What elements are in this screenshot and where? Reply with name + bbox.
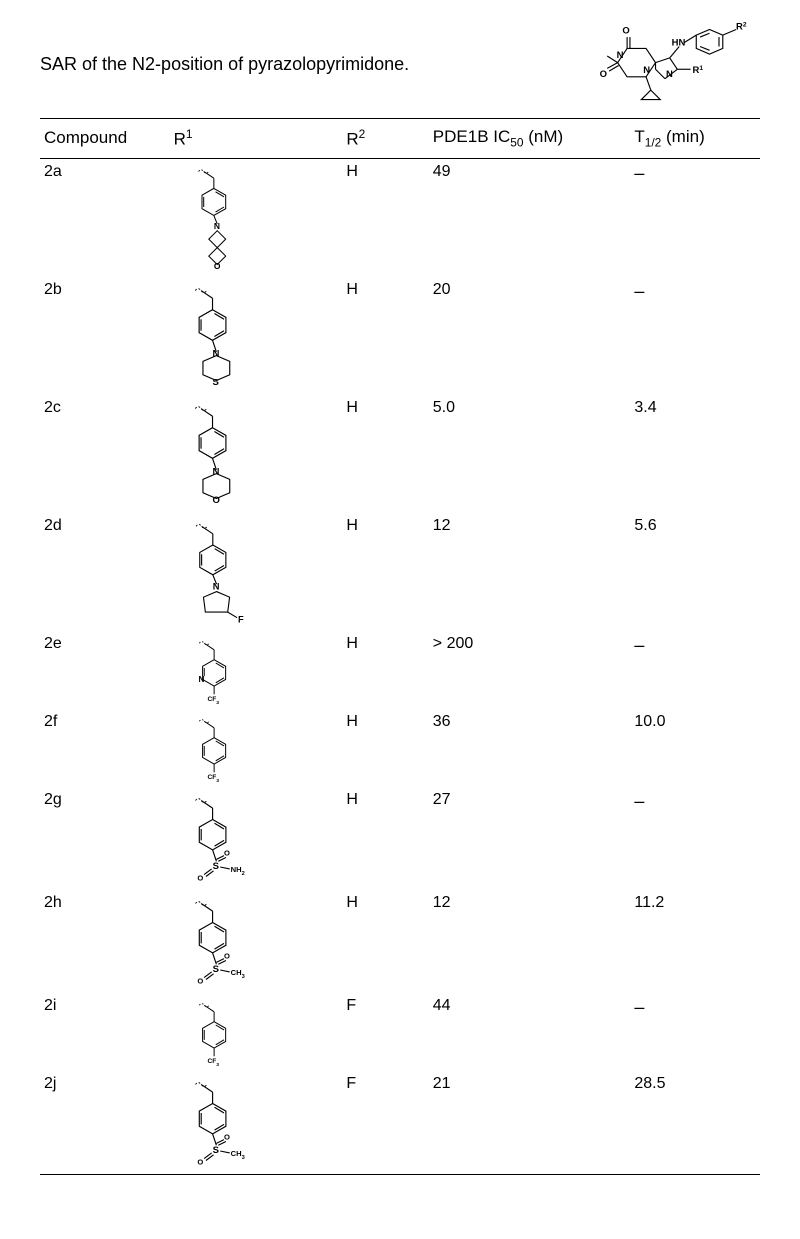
cell-t12: – — [630, 277, 760, 395]
cell-ic50: 5.0 — [429, 395, 631, 513]
svg-text:O: O — [622, 25, 629, 36]
table-row: 2dbenzyl-4-(3-fluoropyrrolidin-1-yl) H125… — [40, 513, 760, 631]
r1-structure-icon: 4-(methylsulfonyl)-benzyl — [174, 894, 274, 989]
r1-structure-icon: 4-sulfamoyl-benzyl — [174, 791, 274, 886]
cell-t12: – — [630, 158, 760, 277]
cell-r2: H — [342, 631, 428, 709]
cell-ic50: 44 — [429, 993, 631, 1071]
cell-r1-structure: (6-CF3-pyridin-3-yl)methyl — [170, 631, 343, 709]
cell-compound: 2e — [40, 631, 170, 709]
cell-r2: F — [342, 993, 428, 1071]
cell-r2: H — [342, 709, 428, 787]
col-compound: Compound — [40, 119, 170, 159]
cell-r1-structure: 4-CF3-benzyl — [170, 709, 343, 787]
cell-r2: H — [342, 158, 428, 277]
r1-structure-icon: benzyl-4-morpholino — [174, 399, 274, 509]
cell-ic50: 49 — [429, 158, 631, 277]
scaffold-structure: O O HN N N N R1 R2 — [570, 20, 760, 110]
cell-r2: H — [342, 890, 428, 993]
cell-ic50: > 200 — [429, 631, 631, 709]
cell-ic50: 27 — [429, 787, 631, 890]
r1-structure-icon: benzyl-4-(3-fluoropyrrolidin-1-yl) — [174, 517, 274, 627]
table-row: 2j4-(methylsulfonyl)-benzyl F2128.5 — [40, 1071, 760, 1175]
table-body: 2abenzyl-4-(2-oxa-6-azaspiro[3.3]heptan-… — [40, 158, 760, 1174]
cell-t12: 3.4 — [630, 395, 760, 513]
cell-ic50: 20 — [429, 277, 631, 395]
svg-text:R1: R1 — [692, 65, 703, 77]
r1-structure-icon: 4-(methylsulfonyl)-benzyl — [174, 1075, 274, 1170]
table-caption: SAR of the N2-position of pyrazolopyrimi… — [40, 53, 570, 76]
cell-t12: 11.2 — [630, 890, 760, 993]
cell-ic50: 36 — [429, 709, 631, 787]
cell-ic50: 12 — [429, 890, 631, 993]
svg-text:O: O — [600, 69, 607, 80]
r1-structure-icon: benzyl-4-thiomorpholino — [174, 281, 274, 391]
cell-compound: 2i — [40, 993, 170, 1071]
r1-structure-icon: 4-CF3-benzyl — [174, 713, 274, 783]
cell-t12: 28.5 — [630, 1071, 760, 1175]
svg-text:N: N — [617, 50, 624, 61]
svg-text:N: N — [643, 65, 650, 76]
col-r2: R2 — [342, 119, 428, 159]
table-caption-row: SAR of the N2-position of pyrazolopyrimi… — [40, 20, 760, 110]
cell-r1-structure: benzyl-4-(3-fluoropyrrolidin-1-yl) — [170, 513, 343, 631]
cell-compound: 2d — [40, 513, 170, 631]
cell-r1-structure: 4-CF3-benzyl — [170, 993, 343, 1071]
col-r1: R1 — [170, 119, 343, 159]
cell-r2: H — [342, 513, 428, 631]
cell-r1-structure: benzyl-4-(2-oxa-6-azaspiro[3.3]heptan-6-… — [170, 158, 343, 277]
cell-r2: H — [342, 395, 428, 513]
r1-structure-icon: 4-CF3-benzyl — [174, 997, 274, 1067]
cell-compound: 2a — [40, 158, 170, 277]
svg-text:R2: R2 — [736, 21, 747, 33]
cell-t12: – — [630, 993, 760, 1071]
table-row: 2h4-(methylsulfonyl)-benzyl H1211.2 — [40, 890, 760, 993]
r1-structure-icon: (6-CF3-pyridin-3-yl)methyl — [174, 635, 274, 705]
table-row: 2e(6-CF3-pyridin-3-yl)methyl H> 200– — [40, 631, 760, 709]
table-header: Compound R1 R2 PDE1B IC50 (nM) T1/2 (min… — [40, 119, 760, 159]
table-row: 2abenzyl-4-(2-oxa-6-azaspiro[3.3]heptan-… — [40, 158, 760, 277]
cell-ic50: 12 — [429, 513, 631, 631]
cell-r2: H — [342, 277, 428, 395]
cell-compound: 2c — [40, 395, 170, 513]
svg-text:HN: HN — [672, 38, 686, 49]
cell-t12: – — [630, 787, 760, 890]
cell-ic50: 21 — [429, 1071, 631, 1175]
table-row: 2g4-sulfamoyl-benzyl H27– — [40, 787, 760, 890]
cell-compound: 2f — [40, 709, 170, 787]
cell-compound: 2b — [40, 277, 170, 395]
sar-table: Compound R1 R2 PDE1B IC50 (nM) T1/2 (min… — [40, 118, 760, 1175]
cell-compound: 2j — [40, 1071, 170, 1175]
table-row: 2f4-CF3-benzyl H3610.0 — [40, 709, 760, 787]
cell-compound: 2h — [40, 890, 170, 993]
table-row: 2bbenzyl-4-thiomorpholino H20– — [40, 277, 760, 395]
cell-t12: – — [630, 631, 760, 709]
cell-t12: 5.6 — [630, 513, 760, 631]
r1-structure-icon: benzyl-4-(2-oxa-6-azaspiro[3.3]heptan-6-… — [174, 163, 274, 273]
cell-r1-structure: 4-(methylsulfonyl)-benzyl — [170, 890, 343, 993]
cell-r1-structure: benzyl-4-thiomorpholino — [170, 277, 343, 395]
cell-t12: 10.0 — [630, 709, 760, 787]
cell-r2: H — [342, 787, 428, 890]
cell-r2: F — [342, 1071, 428, 1175]
cell-r1-structure: 4-sulfamoyl-benzyl — [170, 787, 343, 890]
col-t12: T1/2 (min) — [630, 119, 760, 159]
svg-text:N: N — [666, 69, 673, 80]
cell-r1-structure: benzyl-4-morpholino — [170, 395, 343, 513]
table-row: 2i4-CF3-benzyl F44– — [40, 993, 760, 1071]
cell-r1-structure: 4-(methylsulfonyl)-benzyl — [170, 1071, 343, 1175]
col-ic50: PDE1B IC50 (nM) — [429, 119, 631, 159]
table-row: 2cbenzyl-4-morpholino H5.03.4 — [40, 395, 760, 513]
cell-compound: 2g — [40, 787, 170, 890]
